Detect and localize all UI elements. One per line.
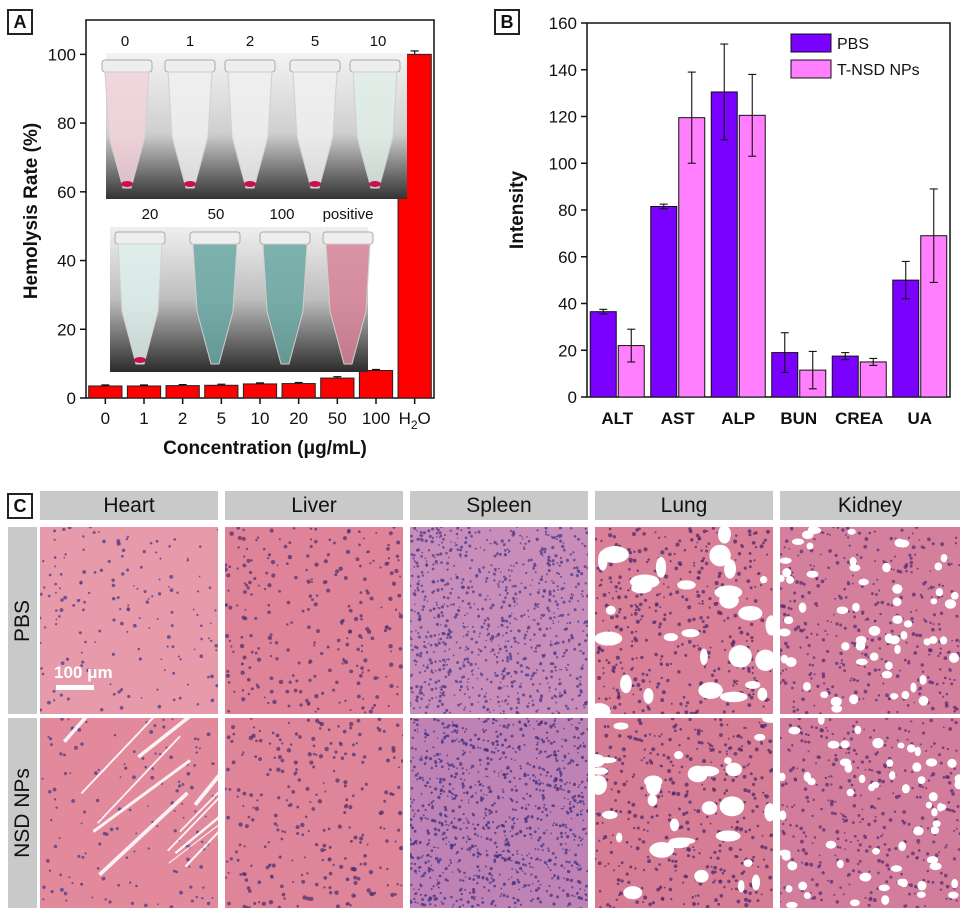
y-tick-label: 160	[549, 14, 577, 33]
row-header-pbs: PBS	[8, 527, 37, 714]
x-tick-label: ALT	[601, 409, 633, 428]
x-axis-title: Concentration (μg/mL)	[163, 438, 367, 459]
x-tick-label: CREA	[835, 409, 883, 428]
x-tick-label: 10	[251, 409, 270, 428]
x-tick-label: ALP	[721, 409, 755, 428]
tube-photo-low-concentration	[102, 53, 407, 199]
tube-label: 10	[370, 33, 387, 50]
y-tick-label: 80	[57, 114, 76, 133]
bar	[89, 386, 122, 398]
column-header-spleen: Spleen	[410, 491, 588, 520]
x-tick-label: 20	[289, 409, 308, 428]
legend-pbs: PBS	[837, 36, 869, 53]
bar-pbs	[832, 356, 858, 397]
y-tick-label: 0	[67, 389, 76, 408]
x-tick-label: 5	[217, 409, 226, 428]
bar	[243, 384, 276, 398]
legend-t-nsd-nps: T-NSD NPs	[837, 62, 920, 79]
histology-kidney-pbs	[780, 527, 960, 714]
x-tick-label: 50	[328, 409, 347, 428]
y-tick-label: 80	[558, 201, 577, 220]
bar	[359, 371, 392, 398]
y-tick-label: 120	[549, 108, 577, 127]
histology-liver-pbs	[225, 527, 403, 714]
y-tick-label: 140	[549, 61, 577, 80]
legend: PBS T-NSD NPs	[791, 34, 920, 79]
bar	[321, 378, 354, 398]
tube-label: 2	[246, 33, 254, 50]
tube-label: 5	[311, 33, 319, 50]
y-axis-title: Hemolysis Rate (%)	[21, 123, 42, 299]
row-header-nsd-nps: NSD NPs	[8, 718, 37, 908]
histology-lung-nsd	[595, 718, 773, 908]
x-tick-label: 0	[101, 409, 110, 428]
x-tick-label: 2	[178, 409, 187, 428]
bar-t-nsd-nps	[739, 115, 765, 397]
bar	[127, 386, 160, 398]
histology-heart-nsd	[40, 718, 218, 908]
bar	[282, 384, 315, 398]
tube-photo-high-concentration	[110, 227, 373, 372]
bar-pbs	[651, 206, 677, 397]
column-header-heart: Heart	[40, 491, 218, 520]
bar-pbs	[590, 312, 616, 397]
y-tick-label: 20	[558, 341, 577, 360]
y-tick-label: 40	[57, 252, 76, 271]
scale-bar-label: 100 μm	[54, 663, 113, 683]
x-axis: 0 1 2 5 10 20 50 100 H2O	[101, 398, 431, 432]
tube-label: positive	[323, 206, 374, 223]
bar	[205, 385, 238, 398]
x-tick-label: BUN	[780, 409, 817, 428]
histology-spleen-pbs	[410, 527, 588, 714]
bar	[166, 386, 199, 398]
column-header-kidney: Kidney	[780, 491, 960, 520]
y-tick-label: 20	[57, 320, 76, 339]
x-tick-label: 100	[362, 409, 390, 428]
y-axis-title: Intensity	[507, 171, 528, 250]
scale-bar	[56, 685, 94, 690]
histology-spleen-nsd	[410, 718, 588, 908]
y-tick-label: 0	[568, 388, 577, 407]
column-header-lung: Lung	[595, 491, 773, 520]
tube-label: 100	[269, 206, 294, 223]
x-tick-label: AST	[661, 409, 696, 428]
histology-lung-pbs	[595, 527, 773, 714]
y-tick-label: 40	[558, 295, 577, 314]
panel-label-c: C	[7, 493, 33, 519]
x-tick-label: 1	[139, 409, 148, 428]
tube-label: 50	[208, 206, 225, 223]
x-tick-label: H2O	[399, 409, 431, 432]
histology-kidney-nsd	[780, 718, 960, 908]
bar-t-nsd-nps	[860, 362, 886, 397]
y-tick-label: 100	[549, 154, 577, 173]
y-axis: 0 20 40 60 80 100	[48, 45, 86, 408]
x-axis: ALT AST ALP BUN CREA UA	[601, 409, 932, 428]
tube-label: 0	[121, 33, 129, 50]
bar-series	[590, 44, 947, 397]
y-tick-label: 100	[48, 45, 76, 64]
blood-chemistry-chart: 0 20 40 60 80 100 120 140 160 ALT AST ALP BUN CREA UA…	[490, 0, 969, 470]
x-tick-label: UA	[907, 409, 932, 428]
histology-liver-nsd	[225, 718, 403, 908]
tube-label: 1	[186, 33, 194, 50]
y-axis: 0 20 40 60 80 100 120 140 160	[549, 14, 587, 407]
y-tick-label: 60	[558, 248, 577, 267]
y-tick-label: 60	[57, 183, 76, 202]
column-header-liver: Liver	[225, 491, 403, 520]
tube-label: 20	[142, 206, 159, 223]
